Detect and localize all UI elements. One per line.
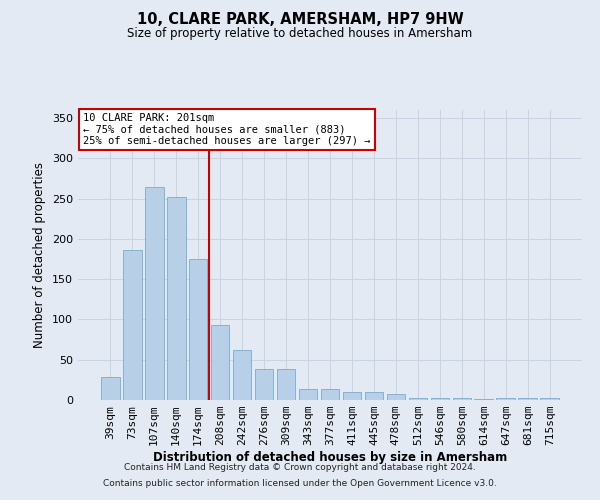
Bar <box>452 398 471 400</box>
Bar <box>255 370 274 400</box>
Text: Contains public sector information licensed under the Open Government Licence v3: Contains public sector information licen… <box>103 478 497 488</box>
Bar <box>277 370 295 400</box>
Y-axis label: Number of detached properties: Number of detached properties <box>34 162 46 348</box>
Bar <box>167 197 185 400</box>
X-axis label: Distribution of detached houses by size in Amersham: Distribution of detached houses by size … <box>153 451 507 464</box>
Bar <box>431 398 449 400</box>
Bar <box>320 388 340 400</box>
Bar <box>123 250 142 400</box>
Bar <box>145 186 164 400</box>
Text: Contains HM Land Registry data © Crown copyright and database right 2024.: Contains HM Land Registry data © Crown c… <box>124 464 476 472</box>
Bar <box>365 392 383 400</box>
Bar <box>101 378 119 400</box>
Bar <box>299 388 317 400</box>
Text: Size of property relative to detached houses in Amersham: Size of property relative to detached ho… <box>127 28 473 40</box>
Bar <box>386 394 405 400</box>
Bar <box>343 392 361 400</box>
Bar <box>475 399 493 400</box>
Text: 10, CLARE PARK, AMERSHAM, HP7 9HW: 10, CLARE PARK, AMERSHAM, HP7 9HW <box>137 12 463 28</box>
Bar <box>496 398 515 400</box>
Text: 10 CLARE PARK: 201sqm
← 75% of detached houses are smaller (883)
25% of semi-det: 10 CLARE PARK: 201sqm ← 75% of detached … <box>83 113 371 146</box>
Bar <box>189 259 208 400</box>
Bar <box>518 398 537 400</box>
Bar <box>409 398 427 400</box>
Bar <box>541 398 559 400</box>
Bar <box>211 325 229 400</box>
Bar <box>233 350 251 400</box>
